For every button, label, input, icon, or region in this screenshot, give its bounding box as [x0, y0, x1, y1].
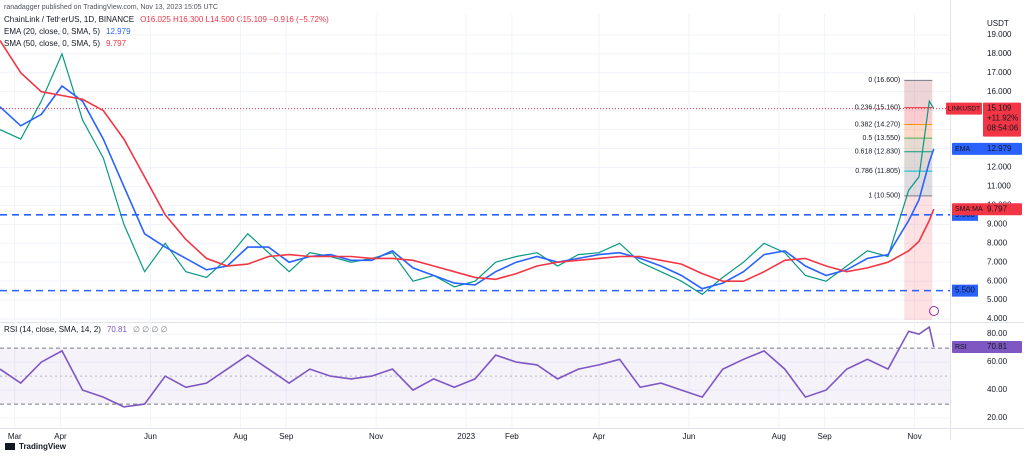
- symbol-tag: [946, 102, 982, 115]
- x-tick-label: Nov: [907, 432, 921, 441]
- y-tick-label: 80.00: [987, 329, 1008, 338]
- y-tick-label: 6.000: [987, 276, 1008, 285]
- legend-value: 9.797: [106, 39, 127, 48]
- y-tick-label: 19.000: [987, 30, 1012, 39]
- fib-label: 0.786 (11.805): [855, 168, 900, 175]
- series-tag-name: RSI: [955, 344, 967, 351]
- price-tag-countdown: 08:54:06: [987, 124, 1019, 133]
- legend-value: 12.979: [106, 27, 131, 36]
- series-line: [0, 40, 935, 282]
- legend-entry: RSI (14, close, SMA, 14, 2) 70.81 ∅ ∅ ∅ ∅: [4, 325, 168, 334]
- y-tick-label: 9.000: [987, 219, 1008, 228]
- symbol-tag-label: LINKUSDT: [948, 105, 980, 112]
- fib-label: 0.5 (13.550): [863, 135, 901, 142]
- y-tick-label: 12.000: [987, 163, 1012, 172]
- level-tag-label: 5.500: [955, 286, 976, 295]
- y-tick-label: 4.000: [987, 314, 1008, 323]
- x-tick-label: Aug: [233, 432, 247, 441]
- logo-mark: [5, 443, 15, 450]
- legend-value: 70.81: [107, 325, 128, 334]
- x-tick-label: Apr: [593, 432, 606, 441]
- series-tag-name: SMA:MA: [955, 206, 983, 213]
- series-tag-value: 9.797: [987, 204, 1008, 213]
- x-tick-label: Nov: [369, 432, 383, 441]
- y-tick-label: 18.000: [987, 49, 1012, 58]
- legend-name: SMA (50, close, 0, SMA, 5): [4, 39, 100, 48]
- x-tick-label: Jun: [682, 432, 695, 441]
- fib-label: 0 (16.600): [868, 77, 900, 84]
- y-tick-label: 20.00: [987, 413, 1008, 422]
- price-tag-value: 15.109: [987, 104, 1012, 113]
- fib-label: 0.382 (14.270): [855, 121, 901, 128]
- legend-symbol: ChainLink / TetherUS, 1D, BINANCE: [4, 15, 134, 24]
- x-tick-label: Mar: [8, 432, 22, 441]
- publisher: ranadagger published on TradingView.com,…: [4, 4, 218, 11]
- price-tag-change: +11.92%: [987, 114, 1018, 123]
- y-tick-label: 16.000: [987, 87, 1012, 96]
- x-tick-label: Sep: [817, 432, 832, 441]
- x-tick-label: Sep: [279, 432, 294, 441]
- series-tag-value: 12.979: [987, 144, 1012, 153]
- fib-label: 1 (10.500): [868, 193, 900, 200]
- series-tag-value: 70.81: [987, 342, 1008, 351]
- legend-ohlc: O16.025 H16.300 L14.500 C15.109 −0.916 (…: [140, 15, 329, 24]
- x-tick-label: 2023: [457, 432, 475, 441]
- legend-name: EMA (20, close, 0, SMA, 5): [4, 27, 100, 36]
- y-unit: USDT: [987, 19, 1009, 28]
- y-tick-label: 7.000: [987, 257, 1008, 266]
- y-tick-label: 17.000: [987, 68, 1012, 77]
- legend-entry: EMA (20, close, 0, SMA, 5) 12.979: [4, 27, 131, 36]
- x-tick-label: Feb: [505, 432, 519, 441]
- series-line: [0, 325, 935, 408]
- fib-zone: [904, 124, 933, 139]
- x-tick-label: Apr: [54, 432, 67, 441]
- fib-zone: [904, 151, 933, 172]
- series-tag-name: EMA: [955, 146, 971, 153]
- footer-brand: TradingView: [19, 442, 67, 451]
- event-icon: [929, 306, 939, 316]
- y-tick-label: 11.000: [987, 182, 1011, 191]
- y-tick-label: 40.00: [987, 385, 1008, 394]
- x-tick-label: Aug: [772, 432, 786, 441]
- fib-zone: [904, 107, 933, 125]
- fib-zone: [904, 138, 933, 152]
- fib-label: 0.236 (15.160): [855, 104, 901, 111]
- fib-zone: [904, 171, 933, 196]
- y-tick-label: 5.000: [987, 295, 1008, 304]
- level-tag: [952, 284, 978, 297]
- price-tag: [983, 102, 1021, 137]
- y-tick-label: 60.00: [987, 357, 1008, 366]
- fib-label: 0.618 (12.830): [855, 149, 901, 156]
- series-tag: [952, 203, 1022, 216]
- x-tick-label: Jun: [144, 432, 157, 441]
- series-tag: [952, 142, 1022, 155]
- legend-name: RSI (14, close, SMA, 14, 2): [4, 325, 101, 334]
- legend-extra: ∅ ∅ ∅ ∅: [133, 325, 168, 334]
- tv-logo: [5, 443, 15, 450]
- series-line: [0, 52, 935, 296]
- y-tick-label: 8.000: [987, 238, 1008, 247]
- series-tag: [952, 340, 1022, 353]
- fib-zone: [904, 80, 933, 108]
- legend-entry: SMA (50, close, 0, SMA, 5) 9.797: [4, 39, 127, 48]
- legend-main: ChainLink / TetherUS, 1D, BINANCE O16.025…: [4, 15, 329, 24]
